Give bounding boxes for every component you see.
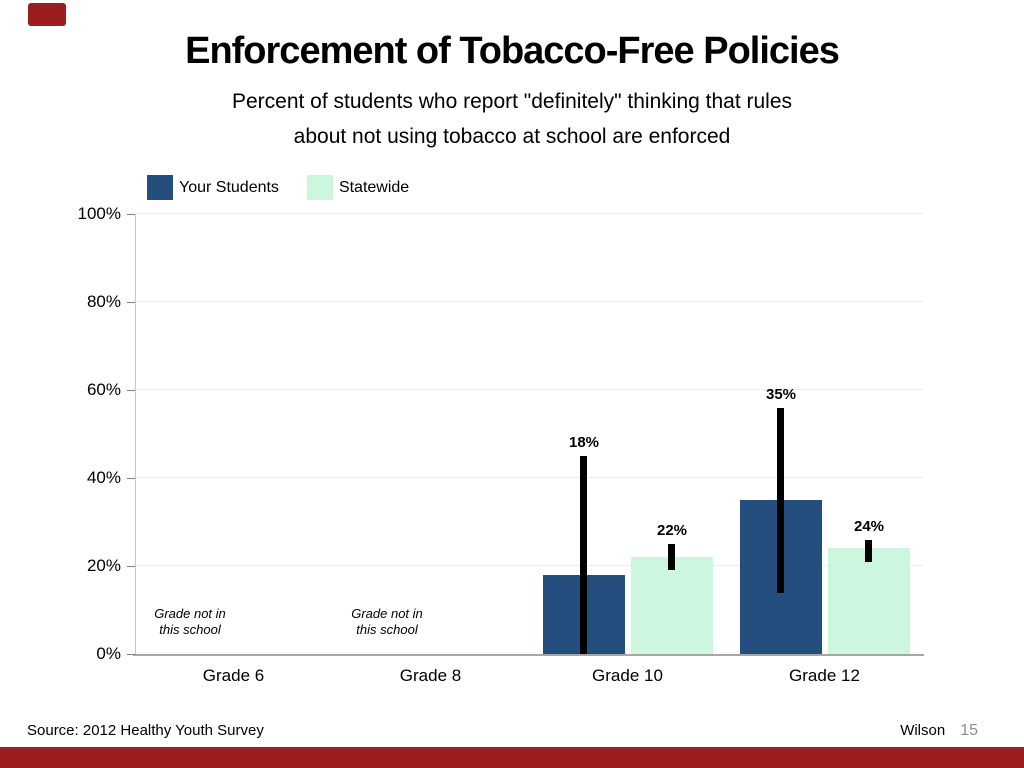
missing-grade-note-line: this school	[356, 622, 418, 637]
missing-grade-note-line: Grade not in	[351, 606, 423, 621]
x-axis-label-grade-8: Grade 8	[399, 666, 462, 685]
gridline-60	[136, 389, 923, 390]
y-axis-tick-label-100: 100%	[77, 204, 121, 223]
legend-label-statewide: Statewide	[338, 178, 410, 196]
y-tick-60	[127, 390, 135, 391]
footer-right: Wilson 15	[900, 722, 978, 740]
chart-title: Enforcement of Tobacco-Free Policies	[185, 30, 840, 72]
gridline-20	[136, 565, 923, 566]
y-axis-tick-label-20: 20%	[86, 556, 121, 575]
y-tick-100	[127, 214, 135, 215]
legend-swatch-statewide	[306, 175, 333, 200]
data-label-your-students-grade-10: 18%	[568, 434, 600, 451]
chart-subtitle: Percent of students who report "definite…	[0, 84, 1024, 154]
bar-statewide-grade-10	[631, 557, 713, 654]
error-bar-statewide-grade-12	[865, 540, 872, 562]
legend-item-your-students: Your Students	[147, 175, 279, 200]
y-axis-tick-label-80: 80%	[86, 292, 121, 311]
y-axis-tick-label-0: 0%	[96, 644, 121, 663]
data-label-statewide-grade-12: 24%	[853, 518, 885, 535]
missing-grade-note-grade-6: Grade not in this school	[125, 606, 255, 638]
data-label-your-students-grade-12: 35%	[765, 386, 797, 403]
y-axis-line	[135, 214, 136, 654]
missing-grade-note-line: this school	[159, 622, 221, 637]
missing-grade-note-line: Grade not in	[154, 606, 226, 621]
error-bar-your-students-grade-12	[777, 408, 784, 593]
x-axis-line	[133, 654, 924, 656]
chart-subtitle-line-1: Percent of students who report "definite…	[231, 90, 793, 113]
bottom-accent-bar	[0, 747, 1024, 768]
slide-number: 15	[960, 722, 978, 739]
gridline-100	[136, 213, 923, 214]
gridline-80	[136, 301, 923, 302]
chart-legend: Your Students Statewide	[147, 175, 409, 200]
error-bar-statewide-grade-10	[668, 544, 675, 570]
y-axis-tick-label-40: 40%	[86, 468, 121, 487]
x-axis-label-grade-6: Grade 6	[202, 666, 265, 685]
y-tick-40	[127, 478, 135, 479]
legend-swatch-your-students	[147, 175, 173, 200]
chart-plot-area: 0% 20% 40% 60% 80% 100% Grade 6 Grade 8 Grade 10…	[78, 204, 924, 685]
x-axis-label-grade-12: Grade 12	[789, 666, 860, 685]
author-name: Wilson	[900, 722, 946, 739]
legend-item-statewide: Statewide	[306, 175, 410, 200]
chart-subtitle-line-2: about not using tobacco at school are en…	[293, 125, 731, 148]
x-axis-label-grade-10: Grade 10	[592, 666, 663, 685]
y-axis-tick-label-60: 60%	[86, 380, 121, 399]
y-tick-80	[127, 302, 135, 303]
error-bar-your-students-grade-10	[580, 456, 587, 654]
y-tick-0	[127, 654, 135, 655]
data-label-statewide-grade-10: 22%	[656, 522, 688, 539]
missing-grade-note-grade-8: Grade not in this school	[322, 606, 452, 638]
bar-statewide-grade-12	[828, 548, 910, 654]
legend-label-your-students: Your Students	[179, 178, 279, 196]
y-tick-20	[127, 566, 135, 567]
source-note: Source: 2012 Healthy Youth Survey	[27, 722, 264, 739]
gridline-40	[136, 477, 923, 478]
slide-accent-logo	[28, 3, 66, 26]
